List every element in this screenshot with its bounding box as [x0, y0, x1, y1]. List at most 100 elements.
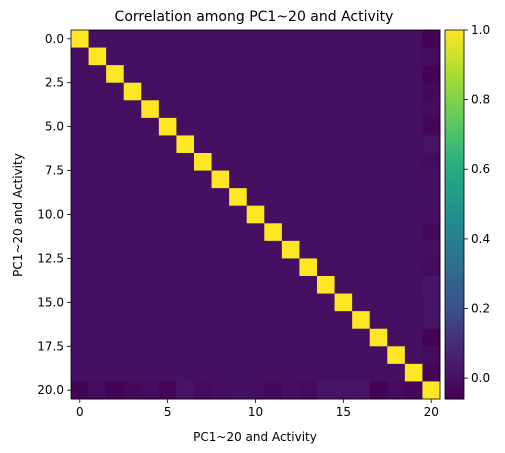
- heatmap-cell: [211, 65, 230, 84]
- heatmap-cell: [334, 363, 353, 382]
- heatmap-cell: [334, 328, 353, 347]
- heatmap-cell: [246, 205, 265, 224]
- heatmap-cell: [246, 47, 265, 66]
- heatmap-cell: [246, 223, 265, 242]
- y-tick-label: 2.5: [45, 76, 64, 90]
- heatmap-cell: [334, 82, 353, 101]
- heatmap-cell: [281, 47, 300, 66]
- heatmap-cell: [141, 65, 160, 84]
- heatmap-cell: [422, 117, 441, 136]
- heatmap-cell: [158, 223, 177, 242]
- colorbar-segment: [445, 374, 464, 378]
- heatmap-cell: [176, 346, 195, 365]
- heatmap-cell: [369, 205, 388, 224]
- heatmap-cell: [211, 30, 230, 48]
- heatmap-cell: [141, 240, 160, 259]
- heatmap-cell: [352, 117, 371, 136]
- heatmap-cell: [123, 381, 142, 400]
- heatmap-cell: [194, 100, 212, 119]
- colorbar-segment: [445, 380, 464, 385]
- heatmap-cell: [299, 328, 318, 347]
- heatmap-cell: [387, 205, 406, 224]
- x-tick-label: 15: [336, 405, 351, 419]
- heatmap-cell: [246, 311, 265, 330]
- heatmap-cell: [404, 328, 423, 347]
- heatmap-cell: [158, 363, 177, 382]
- heatmap-cell: [299, 170, 318, 189]
- heatmap-cell: [299, 381, 318, 400]
- heatmap-cell: [123, 117, 142, 136]
- colorbar-segment: [445, 312, 464, 317]
- heatmap-cell: [264, 258, 283, 277]
- heatmap-cell: [158, 205, 177, 224]
- heatmap-cell: [281, 381, 300, 400]
- heatmap-cell: [387, 82, 406, 101]
- heatmap-cell: [281, 65, 300, 84]
- heatmap-cell: [387, 188, 406, 207]
- heatmap-cell: [281, 258, 300, 277]
- heatmap-cell: [158, 153, 177, 171]
- heatmap-cell: [106, 47, 125, 66]
- colorbar-segment: [445, 248, 464, 252]
- colorbar-segment: [445, 337, 464, 342]
- heatmap-cell: [422, 30, 441, 48]
- y-tick-label: 20.0: [37, 383, 64, 397]
- heatmap-cell: [71, 328, 89, 347]
- colorbar-segment: [445, 306, 464, 311]
- colorbar-segment: [445, 251, 464, 255]
- heatmap-cell: [334, 100, 353, 119]
- colorbar-segment: [445, 30, 464, 34]
- heatmap-cell: [264, 311, 283, 330]
- heatmap-cell: [106, 82, 125, 101]
- colorbar-segment: [445, 242, 464, 246]
- colorbar-segment: [445, 294, 464, 299]
- heatmap-cell: [123, 47, 142, 66]
- heatmap-cell: [123, 188, 142, 207]
- heatmap-cell: [422, 82, 441, 101]
- heatmap-cell: [141, 381, 160, 400]
- heatmap-cell: [281, 363, 300, 382]
- heatmap-cell: [194, 328, 212, 347]
- heatmap-cell: [404, 223, 423, 242]
- heatmap-cell: [422, 293, 441, 312]
- colorbar-segment: [445, 325, 464, 329]
- heatmap-cell: [281, 240, 300, 259]
- y-tick-label: 10.0: [37, 208, 64, 222]
- heatmap-cell: [387, 276, 406, 294]
- heatmap-cell: [334, 30, 353, 48]
- heatmap-cell: [264, 223, 283, 242]
- heatmap-cell: [404, 363, 423, 382]
- heatmap-cell: [246, 258, 265, 277]
- colorbar-segment: [445, 69, 464, 74]
- heatmap-cell: [176, 328, 195, 347]
- heatmap-cell: [211, 82, 230, 101]
- colorbar-segment: [445, 315, 464, 320]
- colorbar-segment: [445, 97, 464, 102]
- heatmap-cell: [141, 293, 160, 312]
- heatmap-cell: [422, 135, 441, 154]
- colorbar-segment: [445, 113, 464, 117]
- heatmap-cell: [158, 65, 177, 84]
- heatmap-cell: [352, 346, 371, 365]
- heatmap-cell: [387, 381, 406, 400]
- colorbar-segment: [445, 171, 464, 176]
- heatmap-cell: [211, 363, 230, 382]
- heatmap-cell: [404, 188, 423, 207]
- heatmap-cell: [404, 47, 423, 66]
- colorbar-segment: [445, 82, 464, 86]
- heatmap-cell: [317, 135, 335, 154]
- heatmap-cell: [387, 240, 406, 259]
- colorbar-segment: [445, 174, 464, 179]
- colorbar-segment: [445, 199, 464, 203]
- colorbar-segment: [445, 359, 464, 363]
- heatmap-cell: [299, 311, 318, 330]
- heatmap-cell: [299, 82, 318, 101]
- heatmap-cell: [299, 65, 318, 84]
- colorbar-segment: [445, 162, 464, 166]
- colorbar-segment: [445, 300, 464, 305]
- heatmap-cell: [387, 30, 406, 48]
- heatmap-cell: [106, 65, 125, 84]
- y-tick-label: 15.0: [37, 295, 64, 309]
- heatmap-cell: [387, 47, 406, 66]
- colorbar-segment: [445, 156, 464, 160]
